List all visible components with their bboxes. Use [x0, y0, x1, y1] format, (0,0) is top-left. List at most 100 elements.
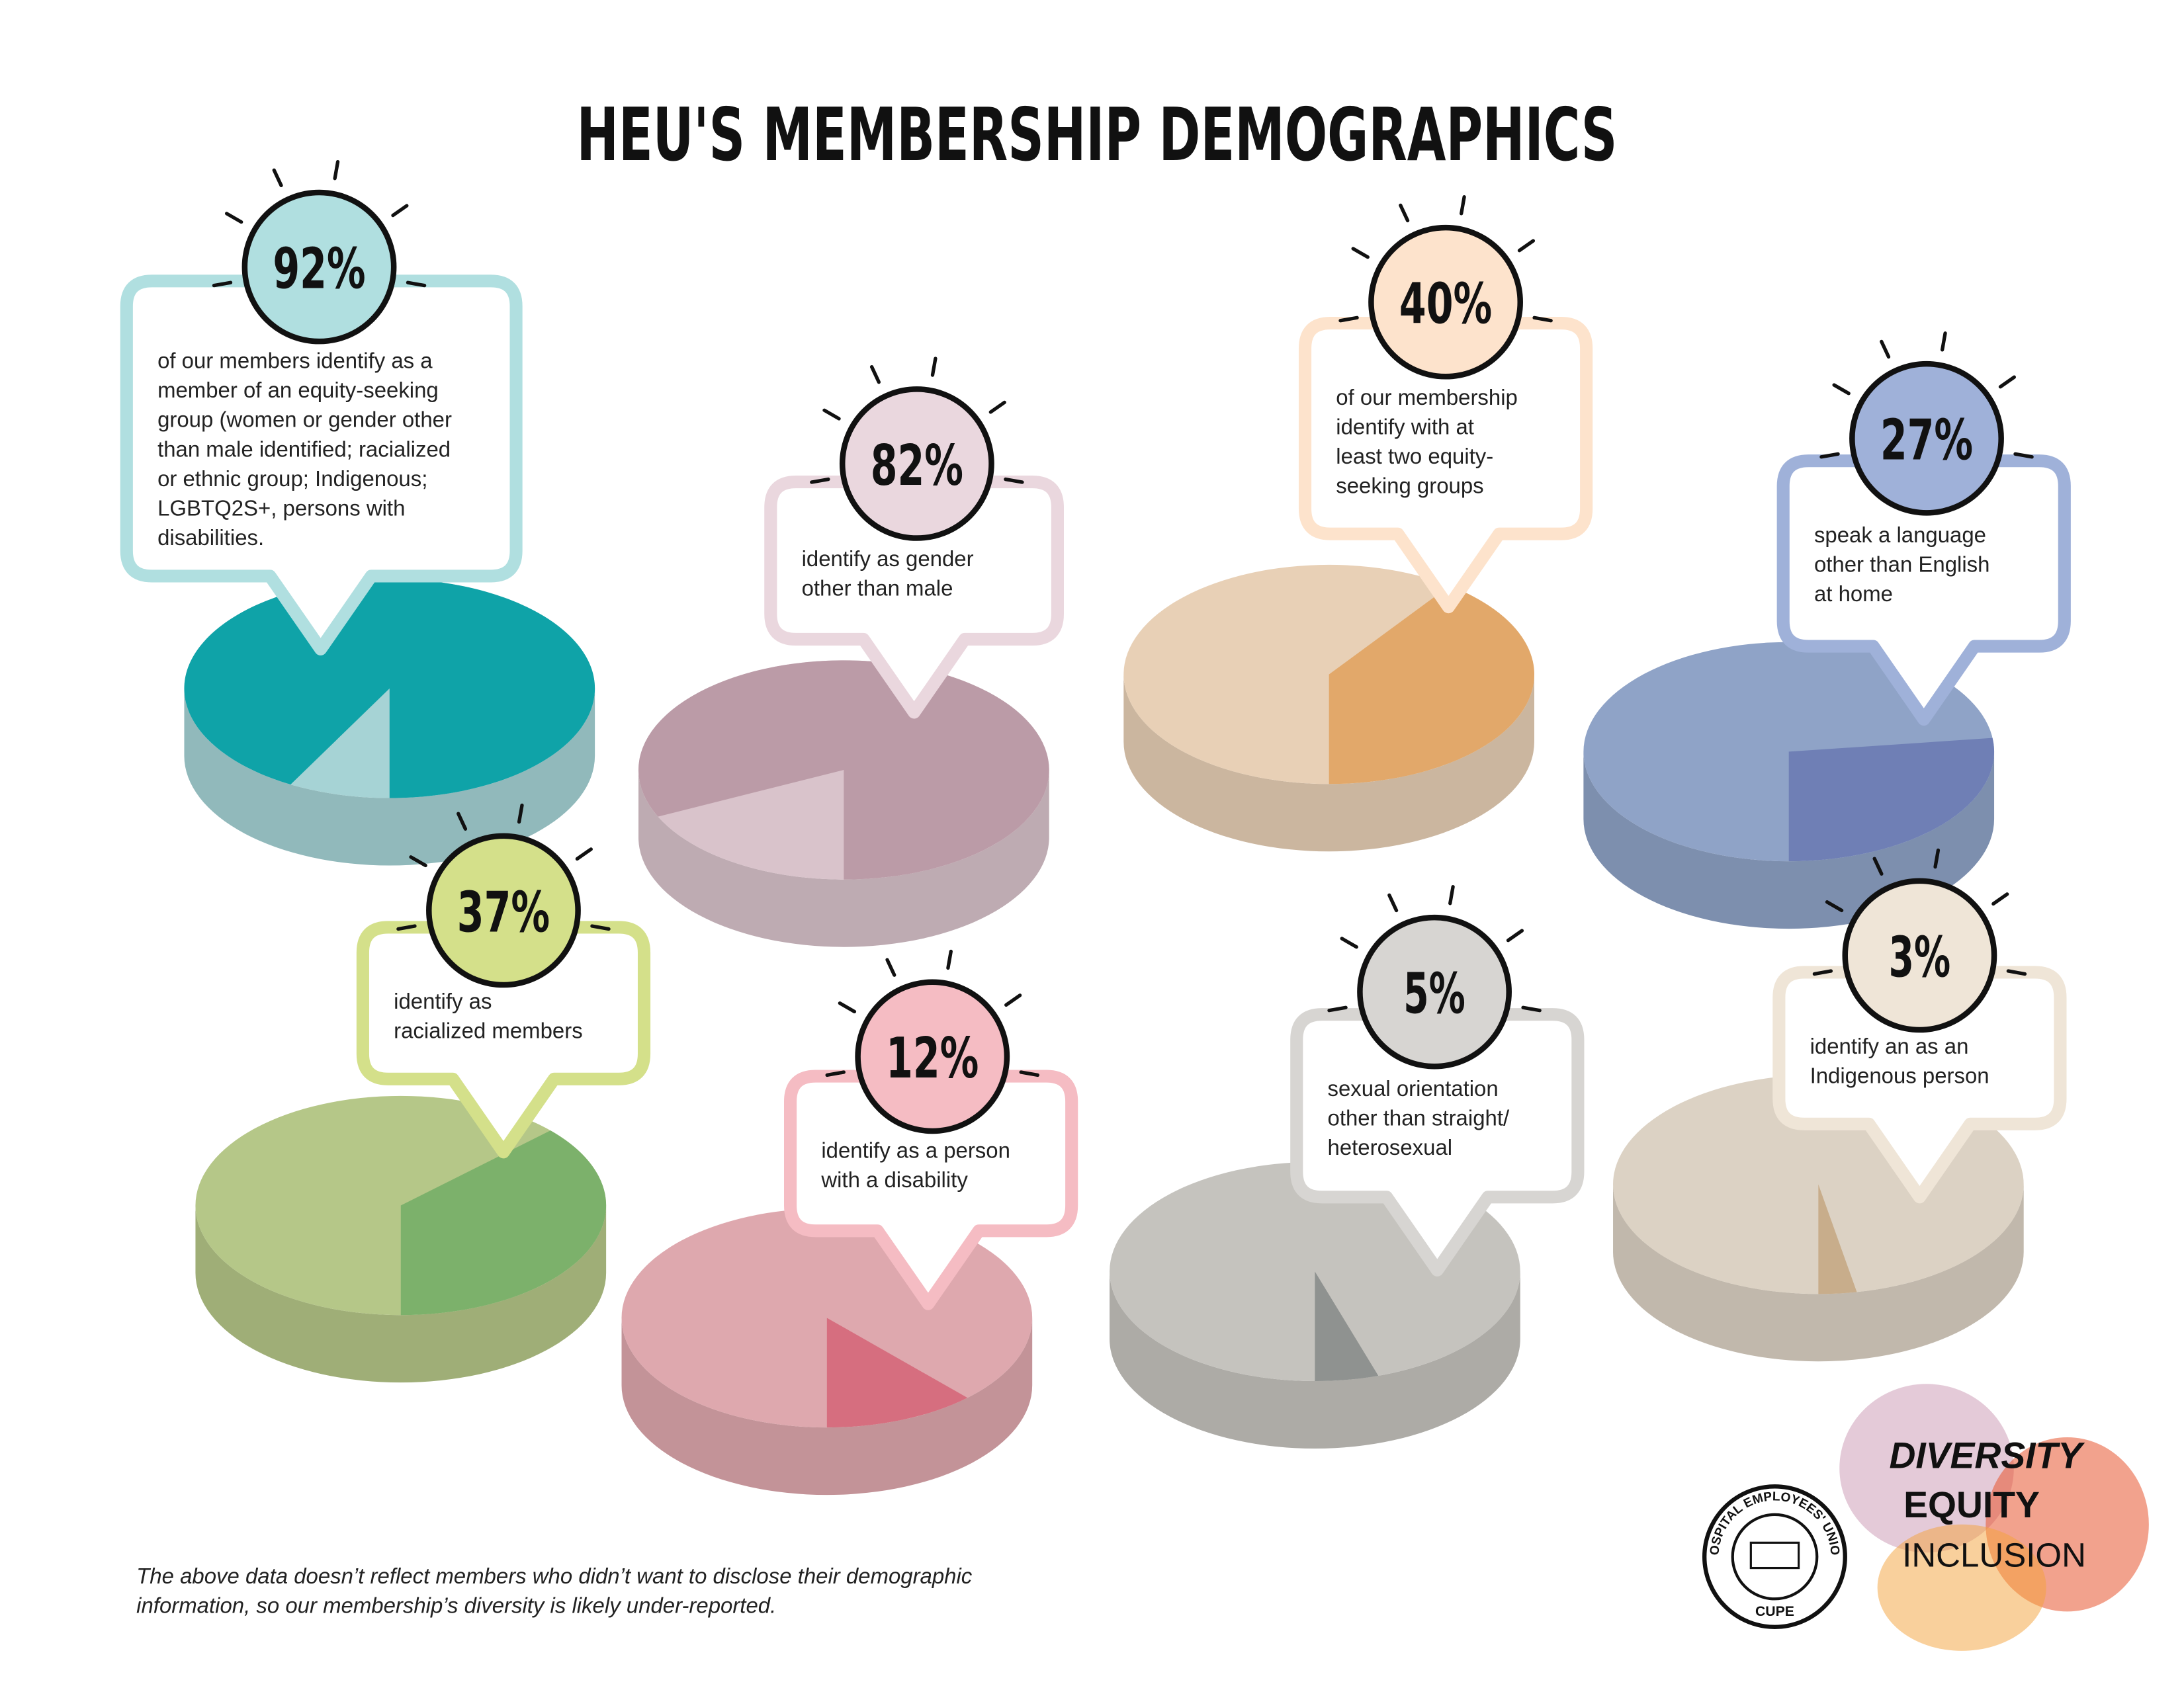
description-line: other than male: [802, 576, 953, 601]
pie-slice: [1818, 1184, 1857, 1294]
pie-side-shade: [1123, 674, 1534, 852]
pie-side: [195, 1205, 607, 1383]
ray: [457, 812, 468, 831]
ray: [1812, 969, 1833, 976]
ray: [396, 924, 417, 931]
ray: [590, 924, 611, 931]
ray: [1004, 477, 1024, 484]
value-label: 40%: [1399, 272, 1492, 337]
ray: [391, 204, 409, 218]
value-circle: [1842, 878, 1997, 1033]
ray: [333, 159, 340, 181]
description-line: identify with at: [1336, 414, 1474, 439]
value-circle: [1368, 224, 1523, 380]
ray: [1880, 339, 1891, 359]
description-line: identify as a person: [821, 1138, 1010, 1162]
ray: [825, 1070, 846, 1077]
ray: [1460, 195, 1466, 216]
ray: [838, 1001, 857, 1014]
blob: [1877, 1524, 2046, 1651]
ray: [1351, 247, 1370, 259]
description-line: or ethnic group; Indigenous;: [157, 466, 427, 491]
description-line: seeking groups: [1336, 474, 1483, 498]
ray: [272, 168, 283, 188]
value-circle: [426, 833, 581, 988]
ray: [1872, 857, 1884, 876]
description-line: group (women or gender other: [157, 407, 452, 432]
callout: [356, 921, 651, 1159]
ray: [1832, 383, 1851, 396]
ray: [409, 855, 427, 868]
value-circle: [839, 386, 994, 541]
pie-side-shade: [1110, 1271, 1520, 1449]
ray: [1327, 1005, 1348, 1013]
callout: [1290, 1008, 1585, 1277]
ray: [1448, 885, 1455, 906]
ray: [1399, 203, 1410, 223]
description-line: disabilities.: [157, 525, 264, 550]
ray: [1004, 993, 1022, 1007]
ray: [946, 949, 953, 970]
callout: [1772, 966, 2067, 1204]
ray: [575, 847, 593, 861]
description-line: speak a language: [1814, 523, 1986, 547]
pie-side: [1613, 1184, 2024, 1362]
pie-slice: [826, 1318, 968, 1428]
ray: [2006, 969, 2027, 976]
description-line: other than straight/: [1328, 1105, 1510, 1130]
description-line: other than English: [1814, 552, 1989, 577]
description-line: Indigenous person: [1810, 1064, 1989, 1088]
pie-side-shade: [621, 1318, 1033, 1496]
ray: [1340, 937, 1358, 949]
pie-slice: [400, 1130, 607, 1316]
ray: [2013, 452, 2034, 459]
value-circle: [1357, 914, 1512, 1070]
callout: [120, 274, 523, 655]
pie-side: [621, 1318, 1033, 1496]
callout: [784, 1070, 1078, 1310]
ray: [1338, 316, 1359, 323]
ray: [1517, 239, 1536, 253]
value-label: 5%: [1403, 962, 1465, 1027]
ray: [1991, 892, 2009, 906]
badge-ring: [1702, 1484, 1847, 1629]
callout: [764, 476, 1064, 719]
pie-side-shade: [195, 1205, 607, 1383]
pie-side: [638, 770, 1049, 947]
ray: [1940, 331, 1947, 352]
ray: [517, 803, 524, 824]
pie-slice: [184, 579, 595, 798]
value-circle: [1849, 360, 2004, 516]
ray: [1532, 316, 1553, 323]
description-line: identify as: [394, 989, 492, 1013]
dei-logo: DIVERSITY EQUITY INCLUSION: [1839, 1384, 2149, 1651]
pie-slice: [638, 660, 1049, 880]
ray: [1819, 452, 1840, 459]
ray: [810, 477, 830, 484]
ray: [988, 400, 1006, 414]
pie-slice: [1315, 1271, 1379, 1382]
value-label: 12%: [886, 1026, 979, 1091]
value-label: 82%: [871, 433, 963, 499]
footnote-line: information, so our membership’s diversi…: [136, 1593, 776, 1618]
ray: [224, 212, 243, 224]
pie-side-shade: [638, 770, 1049, 947]
dei-word: EQUITY: [1903, 1484, 2040, 1525]
ray: [1933, 848, 1941, 869]
ray: [1387, 893, 1399, 913]
ray: [885, 958, 896, 977]
badge-building: [1749, 1541, 1800, 1570]
charts: of our members identify as a member of an…: [120, 159, 2071, 1496]
description-line: at home: [1814, 581, 1893, 606]
ray: [1998, 375, 2017, 389]
callout: [1298, 316, 1593, 614]
description-line: than male identified; racialized: [157, 437, 451, 461]
description-line: of our membership: [1336, 385, 1518, 409]
pie-slice: [1329, 585, 1534, 784]
badge-inner: [1731, 1513, 1819, 1601]
ray: [1506, 929, 1524, 943]
value-circle: [855, 979, 1010, 1134]
value-label: 92%: [273, 236, 365, 302]
ray: [1019, 1070, 1039, 1077]
